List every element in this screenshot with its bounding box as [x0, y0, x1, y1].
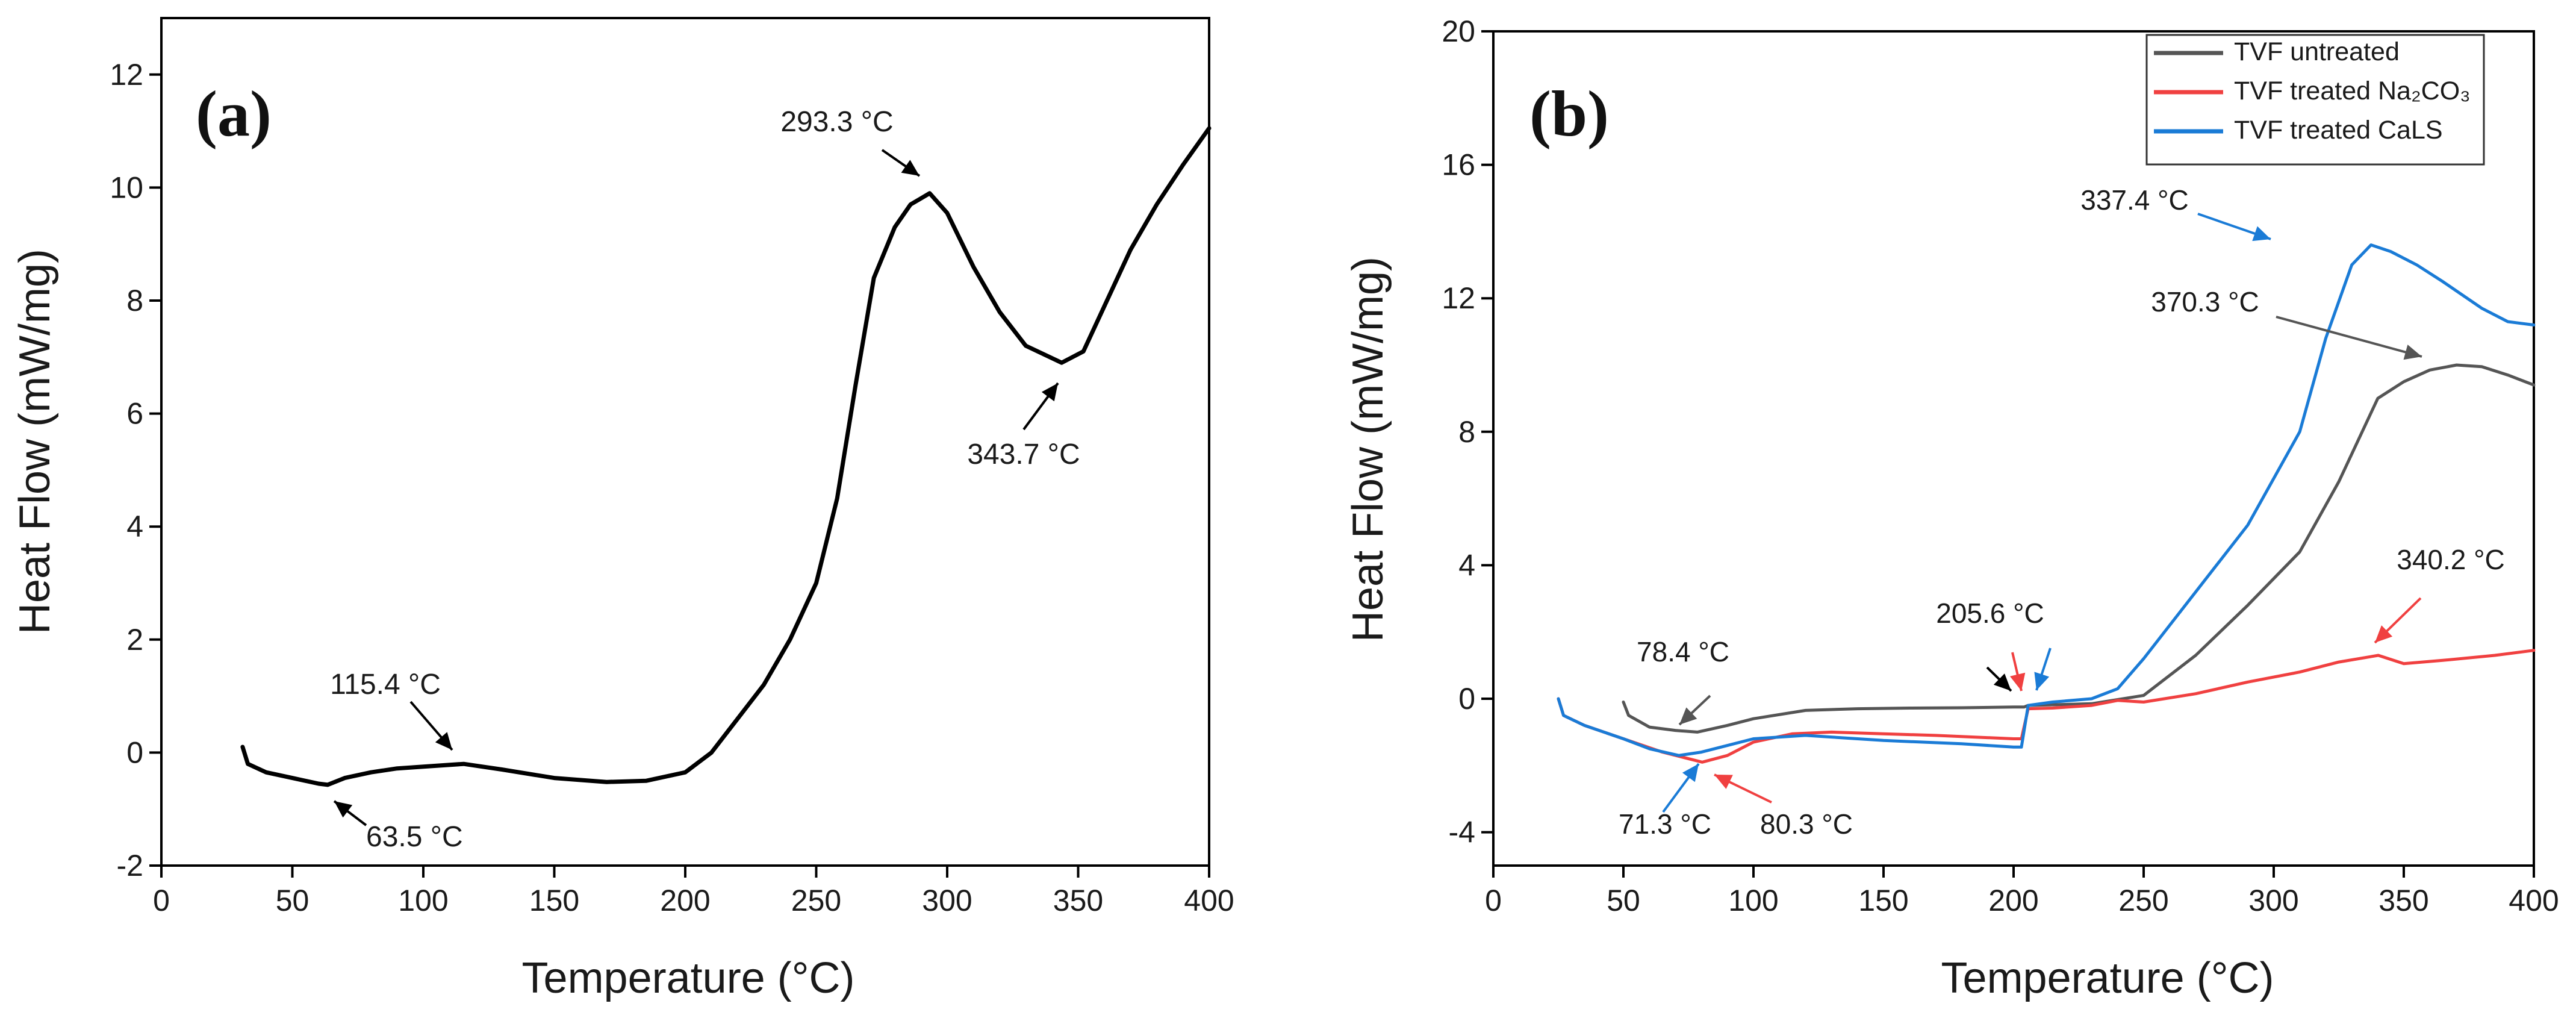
annotation-arrow: [1022, 382, 1059, 431]
annotation-arrow-head: [435, 732, 452, 750]
annotation-arrow-head: [1993, 673, 2011, 691]
legend-label: TVF treated CaLS: [2234, 116, 2443, 145]
x-tick-label: 150: [1858, 884, 1908, 917]
peak-annotation: 80.3 °C: [1760, 808, 1853, 840]
peak-annotation: 370.3 °C: [2151, 286, 2259, 317]
annotation-arrow: [1986, 666, 2012, 692]
annotation-arrow: [2197, 213, 2271, 242]
x-tick-label: 50: [276, 884, 310, 917]
annotation-arrow-head: [1682, 764, 1699, 782]
x-tick-label: 250: [791, 884, 841, 917]
peak-annotation: 340.2 °C: [2397, 544, 2505, 575]
annotation-arrow: [409, 701, 453, 751]
annotation-arrow-head: [334, 801, 353, 818]
y-tick-label: 10: [110, 170, 143, 204]
peak-annotation: 343.7 °C: [967, 439, 1080, 470]
y-tick-label: 20: [1442, 14, 1475, 48]
annotation-arrow-shaft: [2276, 316, 2422, 358]
y-tick-label: 0: [1458, 682, 1475, 716]
x-tick-label: 0: [1485, 884, 1502, 917]
y-tick-label: 4: [1458, 548, 1475, 582]
legend-label: TVF untreated: [2234, 37, 2400, 66]
x-tick-label: 350: [2378, 884, 2428, 917]
annotation-arrow: [1678, 695, 1711, 726]
x-tick-label: 400: [1184, 884, 1234, 917]
legend-box: [2145, 34, 2485, 166]
panel-a-label: (a): [196, 78, 272, 150]
y-tick-label: -2: [117, 849, 143, 882]
x-tick-label: 400: [2509, 884, 2559, 917]
peak-annotation: 115.4 °C: [330, 669, 441, 701]
annotation-arrow: [2374, 597, 2422, 644]
panel-b-y-axis-title: Heat Flow (mW/mg): [1344, 257, 1392, 642]
y-tick-label: 6: [126, 397, 143, 431]
annotation-arrow-head: [2009, 672, 2026, 691]
annotation-arrow-head: [2252, 226, 2271, 242]
panel-a-y-axis-title: Heat Flow (mW/mg): [11, 249, 59, 634]
annotation-arrow-head: [1679, 707, 1697, 725]
annotation-arrow: [1714, 773, 1772, 804]
y-tick-label: 16: [1442, 148, 1475, 182]
y-tick-label: 4: [126, 510, 143, 543]
annotation-arrow-head: [2403, 345, 2422, 360]
y-tick-label: -4: [1449, 816, 1475, 849]
annotation-arrow-head: [2375, 625, 2393, 643]
annotation-arrow: [881, 149, 921, 177]
annotation-arrow: [2009, 652, 2026, 692]
annotation-arrow-head: [1041, 383, 1058, 402]
panel-b-label: (b): [1529, 78, 1609, 150]
panel-a-x-axis-title: Temperature (°C): [522, 954, 855, 1002]
annotation-arrow: [2276, 316, 2422, 360]
annotation-arrow-head: [901, 160, 919, 176]
peak-annotation: 293.3 °C: [780, 106, 893, 138]
annotation-arrow: [333, 800, 367, 826]
x-tick-label: 150: [529, 884, 579, 917]
panel-b-x-axis-title: Temperature (°C): [1941, 954, 2274, 1002]
series-line-3: [1557, 243, 2536, 757]
annotation-arrow-head: [2034, 672, 2050, 690]
peak-annotation: 63.5 °C: [366, 821, 463, 853]
peak-annotation: 78.4 °C: [1637, 636, 1729, 667]
x-tick-label: 250: [2118, 884, 2168, 917]
x-tick-label: 200: [660, 884, 710, 917]
peak-annotation: 71.3 °C: [1619, 808, 1711, 840]
x-tick-label: 350: [1053, 884, 1103, 917]
legend-label: TVF treated Na₂CO₃: [2234, 76, 2471, 105]
x-tick-label: 200: [1988, 884, 2038, 917]
peak-annotation: 205.6 °C: [1936, 598, 2044, 629]
series-line-1: [240, 126, 1212, 787]
x-tick-label: 300: [922, 884, 972, 917]
annotation-arrow: [2034, 648, 2052, 691]
legend: TVF untreated TVF treated Na₂CO₃ TVF treat…: [2145, 34, 2485, 166]
y-tick-label: 8: [126, 284, 143, 317]
x-tick-label: 100: [398, 884, 448, 917]
x-tick-label: 50: [1607, 884, 1640, 917]
y-tick-label: 2: [126, 623, 143, 657]
x-tick-label: 100: [1728, 884, 1778, 917]
annotation-arrow-head: [1714, 775, 1733, 789]
x-tick-label: 300: [2248, 884, 2298, 917]
y-tick-label: 0: [126, 735, 143, 769]
y-tick-label: 8: [1458, 415, 1475, 449]
y-tick-label: 12: [110, 58, 143, 92]
x-tick-label: 0: [153, 884, 170, 917]
panel-a: (a) Temperature (°C) Heat Flow (mW/mg) 0…: [11, 17, 1234, 1002]
peak-annotation: 337.4 °C: [2080, 184, 2189, 216]
annotation-arrow: [1662, 763, 1700, 813]
y-tick-label: 12: [1442, 281, 1475, 315]
panel-b: (b) Temperature (°C) Heat Flow (mW/mg) 0…: [1344, 14, 2559, 1002]
